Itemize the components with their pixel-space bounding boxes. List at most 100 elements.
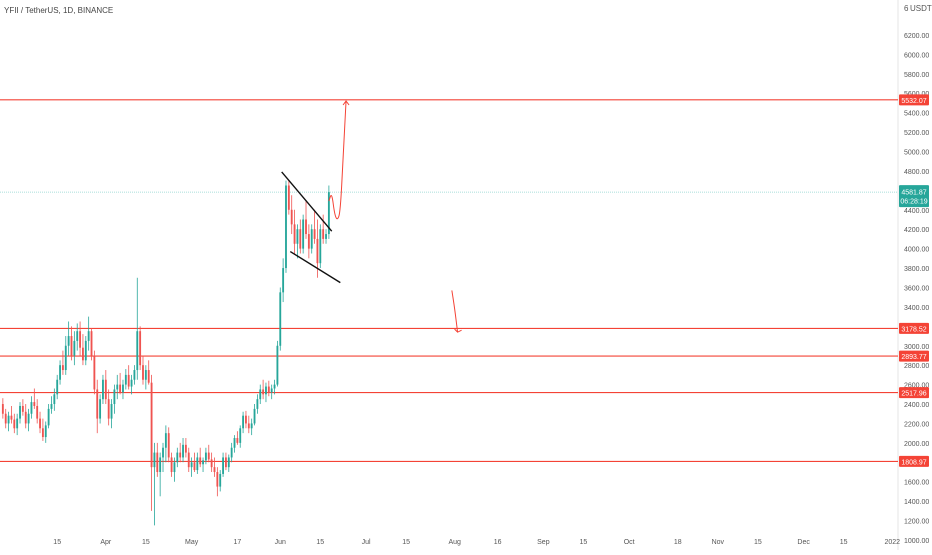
y-tick-label: 6000.00 xyxy=(904,52,929,59)
candle-body xyxy=(153,452,156,468)
candle xyxy=(313,209,316,244)
candle-body xyxy=(299,229,302,249)
candle-body xyxy=(41,428,44,438)
candle-body xyxy=(276,345,279,385)
candle-body xyxy=(325,234,327,239)
candle xyxy=(222,452,224,477)
y-tick-label: 2200.00 xyxy=(904,421,929,428)
candle xyxy=(302,214,305,254)
candle xyxy=(307,224,310,259)
candle xyxy=(19,402,21,424)
candle-body xyxy=(64,345,67,371)
candle-body xyxy=(313,229,316,239)
candle-body xyxy=(193,462,196,471)
y-tick-label: 2000.00 xyxy=(904,441,929,448)
candle xyxy=(36,399,39,424)
candle-body xyxy=(10,415,13,420)
candle-body xyxy=(136,331,139,371)
candle xyxy=(210,452,213,473)
candle-body xyxy=(99,399,102,419)
candle xyxy=(102,374,104,405)
candle-body xyxy=(84,340,87,361)
candle-body xyxy=(110,404,113,419)
candle-body xyxy=(302,219,305,249)
candle-body xyxy=(236,438,239,443)
candle-body xyxy=(76,331,79,341)
candle-body xyxy=(156,452,159,473)
candle-body xyxy=(190,462,193,468)
candle xyxy=(119,372,122,395)
candle xyxy=(124,369,127,390)
candle-body xyxy=(245,415,247,424)
candle-body xyxy=(16,418,19,429)
candle-body xyxy=(176,452,179,463)
price-axis[interactable]: 1000.001200.001400.001600.001800.002000.… xyxy=(904,33,929,545)
candle xyxy=(253,404,256,426)
candle xyxy=(216,467,219,497)
candle-body xyxy=(44,425,47,438)
candle-body xyxy=(70,336,73,356)
candle-body xyxy=(282,268,285,293)
x-tick-label: Apr xyxy=(100,539,112,546)
candle-body xyxy=(230,447,233,458)
candle-body xyxy=(250,423,253,429)
candle xyxy=(142,355,144,385)
y-tick-label: 3000.00 xyxy=(904,344,929,351)
candle-body xyxy=(279,292,282,346)
level-price-label: 5532.07 xyxy=(901,98,926,105)
candle-body xyxy=(113,389,116,405)
candle-body xyxy=(182,444,184,458)
candle xyxy=(24,404,27,429)
candle xyxy=(325,229,327,244)
candle-body xyxy=(104,379,107,400)
candle-body xyxy=(36,405,39,419)
candle-body xyxy=(7,415,10,424)
candle xyxy=(73,331,76,366)
candle-body xyxy=(159,457,162,473)
candle xyxy=(199,447,202,468)
axis-top-prefix: 6 xyxy=(904,4,909,13)
level-price-label: 1808.97 xyxy=(901,459,926,466)
time-axis[interactable]: 15 Apr 15 May 17 Jun 15 Jul 15 Aug 16 Sep 15 Oct 18 Nov… xyxy=(53,539,900,546)
level-price-label: 3178.52 xyxy=(901,326,926,333)
candle-body xyxy=(293,224,296,244)
candle xyxy=(245,410,247,429)
candle-body xyxy=(327,192,330,235)
candle-body xyxy=(13,419,16,429)
y-tick-label: 3800.00 xyxy=(904,266,929,273)
candle-body xyxy=(216,472,219,487)
candle-body xyxy=(179,452,182,458)
candle xyxy=(285,180,287,273)
candle xyxy=(196,452,199,474)
candle xyxy=(56,374,59,400)
candle-body xyxy=(39,418,41,429)
candle-body xyxy=(93,355,96,390)
candle xyxy=(176,447,179,468)
candle xyxy=(207,444,210,463)
candle xyxy=(267,380,270,397)
x-tick-label: 15 xyxy=(754,539,762,546)
candle-body xyxy=(150,382,153,468)
candle-body xyxy=(53,394,56,405)
y-tick-label: 1600.00 xyxy=(904,480,929,487)
candle-body xyxy=(21,405,24,412)
candle-body xyxy=(322,229,325,239)
candle xyxy=(150,374,153,511)
y-tick-label: 2400.00 xyxy=(904,402,929,409)
candle xyxy=(127,365,130,390)
candle xyxy=(30,396,33,419)
candle-body xyxy=(204,452,207,461)
candle-body xyxy=(199,457,202,465)
candle-body xyxy=(239,428,242,443)
candle xyxy=(59,360,61,385)
candle xyxy=(79,321,82,356)
candle xyxy=(327,185,330,239)
candle xyxy=(107,389,110,426)
candle xyxy=(173,457,176,482)
candle xyxy=(110,399,113,429)
candle xyxy=(256,394,259,414)
candle-body xyxy=(27,413,30,424)
candle xyxy=(230,442,233,463)
candle-body xyxy=(285,185,287,269)
